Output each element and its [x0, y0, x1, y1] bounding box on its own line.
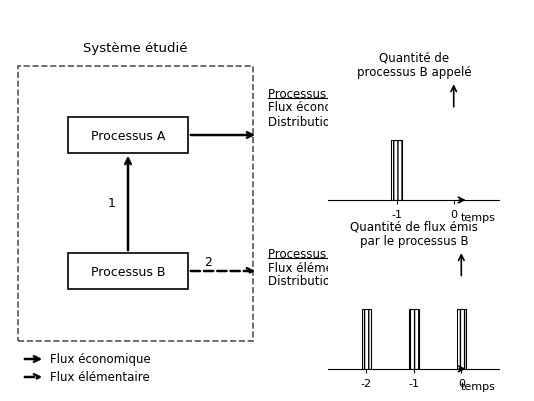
Text: temps: temps: [461, 213, 496, 223]
Title: Quantité de
processus B appelé: Quantité de processus B appelé: [357, 51, 471, 79]
Bar: [362, 309, 371, 369]
Text: Distribution 1: Distribution 1: [268, 115, 349, 128]
Bar: [391, 140, 403, 200]
Title: Quantité de flux émis
par le processus B: Quantité de flux émis par le processus B: [350, 219, 478, 247]
Text: 1: 1: [108, 197, 116, 210]
Text: Flux économique: Flux économique: [268, 101, 369, 114]
Text: Système étudié: Système étudié: [83, 42, 188, 55]
FancyBboxPatch shape: [18, 67, 253, 341]
Text: Processus A: Processus A: [91, 129, 165, 142]
Text: Flux élémentaire: Flux élémentaire: [50, 371, 150, 383]
Text: Processus B: Processus B: [91, 265, 165, 278]
Bar: [409, 309, 419, 369]
Bar: [457, 309, 466, 369]
Text: Processus B: Processus B: [268, 247, 338, 260]
Text: Flux économique: Flux économique: [50, 352, 151, 366]
Text: Distribution 2: Distribution 2: [268, 275, 349, 288]
Text: Processus A: Processus A: [268, 87, 338, 100]
Text: temps: temps: [461, 381, 496, 391]
Text: 2: 2: [204, 255, 212, 268]
FancyBboxPatch shape: [68, 253, 188, 289]
FancyBboxPatch shape: [68, 118, 188, 154]
Text: Flux élémentaire: Flux élémentaire: [268, 261, 368, 274]
